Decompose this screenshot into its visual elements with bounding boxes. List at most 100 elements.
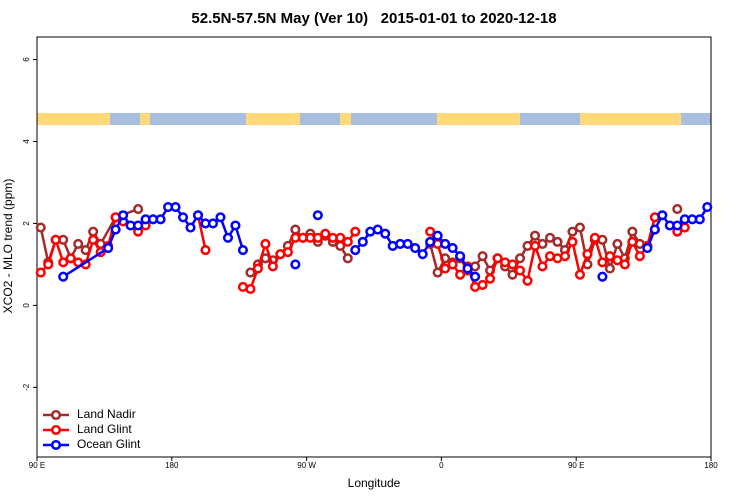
y-tick-label: 0 (22, 303, 31, 308)
y-axis-label: XCO2 - MLO trend (ppm) (1, 179, 15, 314)
data-point (342, 236, 353, 247)
data-point (477, 279, 488, 290)
data-point (455, 269, 466, 280)
data-point (574, 222, 585, 233)
data-point (222, 232, 234, 243)
data-point (350, 245, 361, 256)
data-point (507, 259, 518, 270)
data-point (672, 220, 683, 231)
chart-title: 52.5N-57.5N May (Ver 10) 2015-01-01 to 2… (191, 10, 556, 27)
data-point (245, 283, 256, 295)
data-point (702, 201, 713, 213)
data-point (103, 242, 114, 254)
ocean-band (351, 113, 437, 125)
data-point (372, 224, 383, 235)
ocean-band (300, 113, 340, 125)
legend-marker (50, 439, 62, 451)
data-point (604, 251, 615, 262)
ocean-band (681, 113, 711, 125)
data-point (567, 236, 578, 247)
data-point (507, 269, 518, 280)
data-point (612, 255, 623, 266)
data-point (58, 271, 69, 282)
data-point (432, 230, 443, 241)
data-point (380, 228, 391, 239)
data-point (634, 251, 645, 262)
ocean-band (150, 113, 246, 125)
data-point (582, 249, 593, 260)
data-point (237, 245, 248, 256)
data-point (440, 238, 451, 249)
data-point (410, 242, 421, 254)
data-point (73, 238, 84, 249)
data-point (35, 222, 46, 233)
data-point (342, 253, 353, 264)
data-point (335, 232, 346, 243)
data-point (619, 259, 630, 270)
x-tick-label: 90 W (297, 461, 316, 470)
data-point (447, 259, 458, 270)
data-point (492, 253, 503, 264)
data-point (462, 263, 473, 274)
legend-marker (50, 424, 62, 436)
data-point (192, 210, 204, 221)
data-point (425, 226, 436, 237)
data-point (155, 214, 166, 225)
data-point (597, 257, 608, 268)
data-point (35, 267, 46, 278)
data-point (50, 234, 61, 245)
data-point (537, 261, 548, 272)
y-tick-label: 2 (22, 221, 31, 226)
y-tick-label: 6 (22, 57, 31, 62)
data-point (447, 242, 458, 254)
data-point (649, 224, 660, 235)
land-ocean-band (37, 113, 711, 125)
data-point (88, 226, 99, 237)
data-point (320, 228, 331, 239)
data-point (612, 238, 623, 249)
data-point (559, 251, 571, 262)
data-point (290, 224, 301, 235)
data-point (133, 220, 144, 231)
data-point (312, 232, 323, 243)
data-point (133, 204, 144, 215)
data-point (440, 263, 451, 274)
data-point (470, 271, 481, 282)
legend-label: Ocean Glint (77, 437, 141, 451)
data-point (312, 210, 323, 221)
legend-label: Land Glint (77, 422, 132, 436)
data-point (567, 226, 578, 237)
data-point (552, 236, 563, 247)
data-point (88, 234, 99, 245)
data-point (118, 210, 129, 221)
data-point (604, 263, 615, 274)
data-point (544, 232, 556, 243)
y-tick-label: 4 (22, 139, 31, 144)
data-point (177, 212, 189, 223)
x-tick-label: 180 (165, 461, 179, 470)
data-point (170, 201, 181, 213)
data-point (110, 224, 121, 235)
data-point (485, 273, 496, 284)
data-point (290, 259, 301, 270)
data-point (642, 242, 653, 254)
data-point (627, 236, 638, 247)
data-point (417, 249, 428, 260)
data-point (350, 226, 361, 237)
data-point (529, 240, 541, 252)
data-point (514, 253, 526, 264)
data-point (477, 251, 488, 262)
data-point (672, 204, 683, 215)
data-point (694, 214, 705, 225)
data-point (58, 257, 69, 268)
x-axis-label: Longitude (348, 476, 401, 490)
data-point (215, 212, 226, 223)
data-point (230, 220, 241, 231)
data-point (589, 232, 600, 243)
data-point (267, 261, 278, 272)
x-tick-label: 90 E (568, 461, 584, 470)
data-point (455, 251, 466, 262)
data-point (657, 210, 668, 221)
